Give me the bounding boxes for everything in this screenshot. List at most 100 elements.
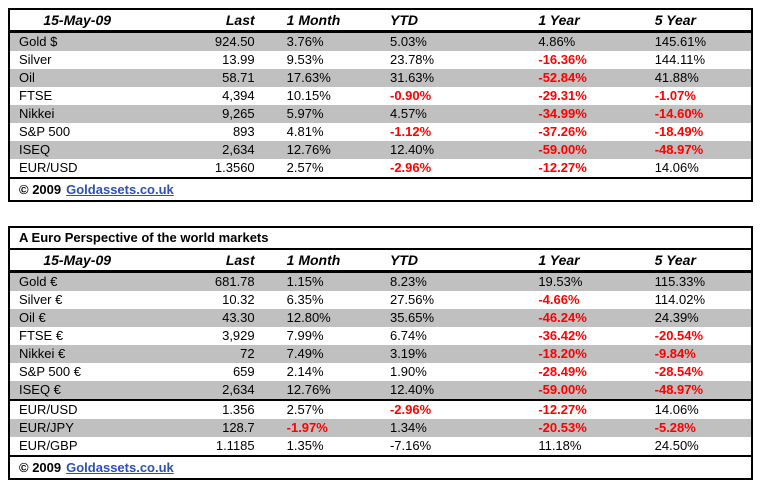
goldassets-link[interactable]: Goldassets.co.uk	[66, 182, 174, 197]
last-cell: 893	[232, 124, 255, 139]
change-1year-cell: -12.27%	[538, 160, 587, 175]
change-ytd-cell: 5.03%	[388, 31, 531, 51]
change-ytd-cell: 1.34%	[387, 419, 531, 437]
change-5year-cell: 41.88%	[652, 69, 752, 87]
table-row: EUR/USD 1.356 2.57% -2.96% -12.27% 14.06…	[9, 399, 752, 419]
table-footer-row: © 2009 Goldassets.co.uk	[9, 177, 752, 201]
column-header-ytd: YTD	[387, 249, 531, 273]
change-1month-cell: 1.35%	[286, 438, 324, 453]
last-cell: 72	[144, 345, 260, 363]
change-5year-cell: 14.06%	[652, 399, 752, 419]
change-1month-cell: 1.15%	[259, 271, 388, 291]
row-label-cell: Silver	[19, 52, 52, 67]
table-row: EUR/USD 1.3560 2.57% -2.96% -12.27% 14.0…	[9, 159, 752, 178]
row-label-cell: EUR/USD	[19, 160, 78, 175]
table-row: Oil € 43.30 12.80% 35.65% -46.24% 24.39%	[9, 309, 752, 327]
table-row: FTSE 4,394 10.15% -0.90% -29.31% -1.07%	[9, 87, 752, 105]
change-1month-cell: 10.15%	[286, 88, 331, 103]
table-row: S&P 500 € 659 2.14% 1.90% -28.49% -28.54…	[9, 363, 752, 381]
last-cell: 58.71	[144, 69, 260, 87]
last-cell: 1.356	[144, 399, 260, 419]
change-1year-cell: -34.99%	[530, 105, 653, 123]
column-header-last: Last	[144, 9, 260, 33]
change-1year-cell: -20.53%	[530, 419, 653, 437]
change-5year-cell: 145.61%	[652, 31, 752, 51]
row-label-cell: Gold $	[9, 31, 145, 51]
row-label-cell: Nikkei €	[9, 345, 145, 363]
change-1month-cell: 2.14%	[286, 364, 324, 379]
change-ytd-cell: -2.96%	[387, 399, 531, 419]
change-1month-cell: -1.97%	[259, 419, 388, 437]
change-5year-cell: -9.84%	[652, 345, 752, 363]
change-ytd-cell: 4.57%	[388, 105, 531, 123]
change-1year-cell: -16.36%	[538, 52, 587, 67]
change-1year-cell: -12.27%	[530, 399, 653, 419]
table-row: Gold € 681.78 1.15% 8.23% 19.53% 115.33%	[9, 271, 752, 291]
change-1year-cell: 4.86%	[530, 31, 653, 51]
table-footer-row: © 2009 Goldassets.co.uk	[9, 455, 752, 479]
table-title-row: A Euro Perspective of the world markets	[9, 227, 752, 250]
copyright-text: © 2009	[19, 460, 62, 475]
last-cell: 924.50	[144, 31, 260, 51]
row-label-cell: FTSE	[19, 88, 53, 103]
last-cell: 9,265	[144, 105, 260, 123]
column-header-date: 15-May-09	[9, 249, 145, 273]
column-header-1year: 1 Year	[530, 9, 653, 33]
change-1year-cell: 19.53%	[530, 271, 653, 291]
last-cell: 2,634	[144, 141, 260, 159]
row-label-cell: Oil	[9, 69, 145, 87]
row-label-cell: Oil €	[9, 309, 145, 327]
table-row: Nikkei 9,265 5.97% 4.57% -34.99% -14.60%	[9, 105, 752, 123]
usd-markets-table: 15-May-09 Last 1 Month YTD 1 Year 5 Year…	[8, 8, 753, 202]
change-ytd-cell: 3.19%	[387, 345, 531, 363]
change-ytd-cell: 31.63%	[388, 69, 531, 87]
change-ytd-cell: -1.12%	[390, 124, 432, 139]
change-1year-cell: -18.20%	[530, 345, 653, 363]
change-1month-cell: 7.49%	[259, 345, 388, 363]
table-row: EUR/GBP 1.1185 1.35% -7.16% 11.18% 24.50…	[9, 437, 752, 456]
row-label-cell: FTSE €	[19, 328, 64, 343]
change-1year-cell: -28.49%	[538, 364, 587, 379]
goldassets-link[interactable]: Goldassets.co.uk	[66, 460, 174, 475]
table-row: Nikkei € 72 7.49% 3.19% -18.20% -9.84%	[9, 345, 752, 363]
change-ytd-cell: 6.74%	[389, 328, 427, 343]
change-5year-cell: 115.33%	[652, 271, 752, 291]
change-1month-cell: 4.81%	[286, 124, 324, 139]
column-header-last: Last	[144, 249, 260, 273]
table-header-row: 15-May-09 Last 1 Month YTD 1 Year 5 Year	[9, 249, 752, 273]
table-row: Silver € 10.32 6.35% 27.56% -4.66% 114.0…	[9, 291, 752, 309]
table-row: Oil 58.71 17.63% 31.63% -52.84% 41.88%	[9, 69, 752, 87]
column-header-1year: 1 Year	[530, 249, 653, 273]
change-1year-cell: -52.84%	[530, 69, 653, 87]
table-row: Silver 13.99 9.53% 23.78% -16.36% 144.11…	[9, 51, 752, 69]
change-1year-cell: -46.24%	[530, 309, 653, 327]
change-5year-cell: -5.28%	[652, 419, 752, 437]
table-row: S&P 500 893 4.81% -1.12% -37.26% -18.49%	[9, 123, 752, 141]
change-5year-cell: 114.02%	[654, 292, 705, 307]
row-label-cell: EUR/GBP	[19, 438, 78, 453]
change-1year-cell: 11.18%	[538, 438, 582, 453]
change-ytd-cell: -7.16%	[389, 438, 432, 453]
change-5year-cell: 24.39%	[652, 309, 752, 327]
row-label-cell: EUR/JPY	[9, 419, 145, 437]
table-row: FTSE € 3,929 7.99% 6.74% -36.42% -20.54%	[9, 327, 752, 345]
change-5year-cell: 24.50%	[654, 438, 699, 453]
change-1month-cell: 2.57%	[259, 399, 388, 419]
column-header-5year: 5 Year	[652, 9, 752, 33]
change-1year-cell: -37.26%	[538, 124, 587, 139]
table-row: ISEQ 2,634 12.76% 12.40% -59.00% -48.97%	[9, 141, 752, 159]
last-cell: 659	[232, 364, 255, 379]
change-ytd-cell: 8.23%	[387, 271, 531, 291]
change-1year-cell: -29.31%	[538, 88, 587, 103]
copyright-text: © 2009	[19, 182, 62, 197]
last-cell: 10.32	[222, 292, 255, 307]
change-ytd-cell: 12.40%	[387, 381, 531, 400]
change-1month-cell: 12.76%	[259, 141, 388, 159]
change-1year-cell: -59.00%	[530, 141, 653, 159]
last-cell: 128.7	[144, 419, 260, 437]
row-label-cell: S&P 500 €	[19, 364, 81, 379]
change-5year-cell: -18.49%	[654, 124, 704, 139]
row-label-cell: S&P 500	[19, 124, 71, 139]
last-cell: 4,394	[222, 88, 255, 103]
column-header-date: 15-May-09	[9, 9, 145, 33]
